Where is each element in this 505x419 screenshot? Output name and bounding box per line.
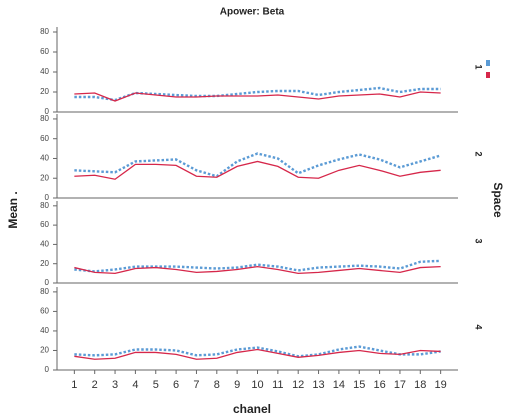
series-line bbox=[74, 152, 441, 178]
series-line bbox=[74, 265, 441, 275]
x-tick-label: 16 bbox=[373, 379, 385, 391]
x-tick-label: 3 bbox=[112, 379, 118, 391]
series-line bbox=[74, 86, 441, 102]
y-tick-label: 20 bbox=[40, 259, 49, 268]
series-line bbox=[74, 259, 441, 273]
x-tick-label: 7 bbox=[193, 379, 199, 391]
x-tick-label: 8 bbox=[214, 379, 220, 391]
y-tick-label: 40 bbox=[40, 326, 49, 335]
x-axis-label: chanel bbox=[233, 402, 271, 416]
y-tick-label: 80 bbox=[40, 201, 49, 210]
x-tick-label: 18 bbox=[414, 379, 426, 391]
y-tick-label: 60 bbox=[40, 47, 49, 56]
y-tick-label: 20 bbox=[40, 173, 49, 182]
facet-label: Space bbox=[491, 182, 505, 218]
y-tick-label: 60 bbox=[40, 220, 49, 229]
series-line bbox=[74, 345, 441, 358]
x-tick-label: 4 bbox=[132, 379, 138, 391]
x-tick-label: 2 bbox=[92, 379, 98, 391]
y-tick-label: 20 bbox=[40, 346, 49, 355]
series-line bbox=[74, 91, 441, 102]
y-tick-label: 0 bbox=[45, 365, 50, 374]
legend-swatch bbox=[486, 60, 490, 66]
x-tick-label: 11 bbox=[272, 379, 283, 391]
series-line bbox=[74, 160, 441, 180]
y-tick-label: 20 bbox=[40, 87, 49, 96]
x-tick-label: 17 bbox=[394, 379, 406, 391]
series-line bbox=[74, 348, 441, 360]
x-tick-label: 14 bbox=[333, 379, 345, 391]
x-tick-label: 5 bbox=[153, 379, 159, 391]
y-tick-label: 60 bbox=[40, 134, 49, 143]
x-tick-label: 15 bbox=[353, 379, 365, 391]
x-tick-label: 9 bbox=[234, 379, 240, 391]
y-tick-label: 40 bbox=[40, 154, 49, 163]
x-tick-label: 10 bbox=[251, 379, 263, 391]
x-tick-label: 13 bbox=[312, 379, 324, 391]
y-tick-label: 60 bbox=[40, 307, 49, 316]
y-tick-label: 80 bbox=[40, 114, 49, 123]
y-tick-label: 0 bbox=[45, 107, 50, 116]
legend-swatch bbox=[486, 72, 490, 78]
panel-label: 3 bbox=[474, 238, 484, 243]
y-tick-label: 80 bbox=[40, 287, 49, 296]
chart-title: Apower: Beta bbox=[220, 7, 285, 18]
panel-label: 2 bbox=[474, 151, 484, 156]
x-tick-label: 6 bbox=[173, 379, 179, 391]
y-tick-label: 0 bbox=[45, 278, 50, 287]
y-axis-label: Mean . bbox=[6, 191, 20, 228]
x-tick-label: 1 bbox=[71, 379, 77, 391]
panel-label: 1 bbox=[474, 64, 484, 69]
y-tick-label: 80 bbox=[40, 27, 49, 36]
x-tick-label: 19 bbox=[435, 379, 447, 391]
y-tick-label: 0 bbox=[45, 193, 50, 202]
y-tick-label: 40 bbox=[40, 240, 49, 249]
panel-label: 4 bbox=[474, 324, 484, 329]
x-tick-label: 12 bbox=[292, 379, 304, 391]
y-tick-label: 40 bbox=[40, 67, 49, 76]
